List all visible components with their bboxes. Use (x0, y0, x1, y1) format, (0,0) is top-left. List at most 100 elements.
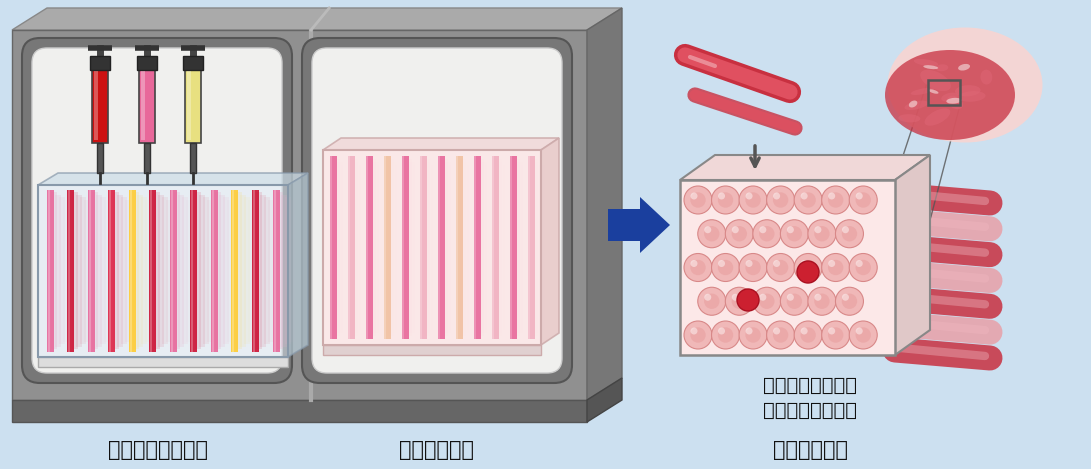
Bar (437, 156, 444, 339)
Bar (285, 197, 291, 345)
Bar (359, 165, 364, 330)
Circle shape (759, 226, 766, 233)
Bar (384, 156, 386, 339)
Circle shape (704, 294, 719, 309)
Bar (38, 185, 288, 357)
Bar (104, 200, 110, 342)
Bar (154, 192, 159, 349)
Circle shape (801, 260, 816, 275)
Bar (240, 195, 245, 347)
Circle shape (855, 260, 863, 267)
Bar (409, 162, 415, 333)
Circle shape (691, 327, 697, 334)
Bar (191, 190, 193, 352)
Bar (401, 156, 404, 339)
Circle shape (745, 260, 753, 267)
Bar (337, 162, 343, 333)
Circle shape (711, 321, 740, 349)
Circle shape (772, 192, 789, 208)
Ellipse shape (920, 70, 951, 91)
Bar (277, 192, 283, 349)
Bar (481, 162, 487, 333)
Bar (244, 197, 250, 345)
Circle shape (718, 260, 726, 267)
Bar (175, 192, 180, 349)
Bar (412, 165, 419, 330)
Bar (928, 80, 960, 105)
Bar (274, 190, 276, 352)
Circle shape (767, 321, 794, 349)
Circle shape (691, 192, 697, 199)
Text: 成型ユニット: 成型ユニット (772, 440, 848, 460)
Bar (329, 156, 336, 339)
Bar (365, 156, 372, 339)
Ellipse shape (887, 28, 1043, 143)
Circle shape (801, 260, 807, 267)
Bar (517, 162, 523, 333)
Circle shape (849, 186, 877, 214)
Bar (124, 200, 131, 342)
Polygon shape (608, 197, 670, 253)
Bar (94, 71, 98, 140)
Bar (420, 156, 422, 339)
Circle shape (745, 192, 753, 199)
Bar (236, 192, 242, 349)
Bar (442, 159, 447, 336)
Circle shape (732, 226, 747, 242)
Bar (59, 197, 65, 345)
Bar (80, 197, 85, 345)
Circle shape (855, 192, 863, 199)
Bar (391, 162, 397, 333)
Bar (187, 71, 191, 140)
Bar (121, 197, 127, 345)
Circle shape (698, 220, 726, 248)
Circle shape (794, 321, 823, 349)
Bar (178, 195, 184, 347)
Bar (149, 190, 156, 352)
Circle shape (684, 254, 712, 281)
Circle shape (801, 327, 816, 343)
Circle shape (753, 220, 781, 248)
Bar (420, 156, 427, 339)
Bar (365, 156, 368, 339)
Circle shape (814, 226, 822, 233)
Bar (55, 195, 61, 347)
Bar (539, 165, 544, 330)
Circle shape (842, 226, 849, 233)
Circle shape (753, 287, 781, 315)
Circle shape (772, 260, 789, 275)
Ellipse shape (924, 108, 950, 126)
Bar (139, 68, 155, 143)
Circle shape (732, 294, 747, 309)
Bar (161, 197, 168, 345)
Circle shape (828, 192, 843, 208)
Bar (473, 156, 480, 339)
Circle shape (808, 220, 836, 248)
Text: プリントユニット: プリントユニット (108, 440, 208, 460)
Circle shape (739, 321, 767, 349)
Bar (47, 190, 53, 352)
Bar (89, 56, 110, 70)
Polygon shape (587, 378, 622, 422)
Bar (190, 143, 196, 173)
Bar (137, 56, 157, 70)
Circle shape (794, 186, 823, 214)
Circle shape (836, 220, 863, 248)
Circle shape (705, 294, 711, 301)
Bar (67, 190, 74, 352)
Bar (384, 156, 391, 339)
Polygon shape (323, 138, 559, 150)
Ellipse shape (947, 96, 963, 109)
Ellipse shape (942, 92, 958, 102)
Circle shape (759, 294, 775, 309)
Bar (144, 143, 149, 173)
Bar (680, 180, 895, 355)
Circle shape (745, 327, 760, 343)
Bar (211, 190, 218, 352)
Circle shape (704, 226, 719, 242)
Text: 繊維状細胞を集め: 繊維状細胞を集め (763, 376, 858, 394)
Ellipse shape (936, 64, 948, 71)
Circle shape (787, 294, 802, 309)
Bar (427, 162, 433, 333)
Bar (63, 200, 69, 342)
